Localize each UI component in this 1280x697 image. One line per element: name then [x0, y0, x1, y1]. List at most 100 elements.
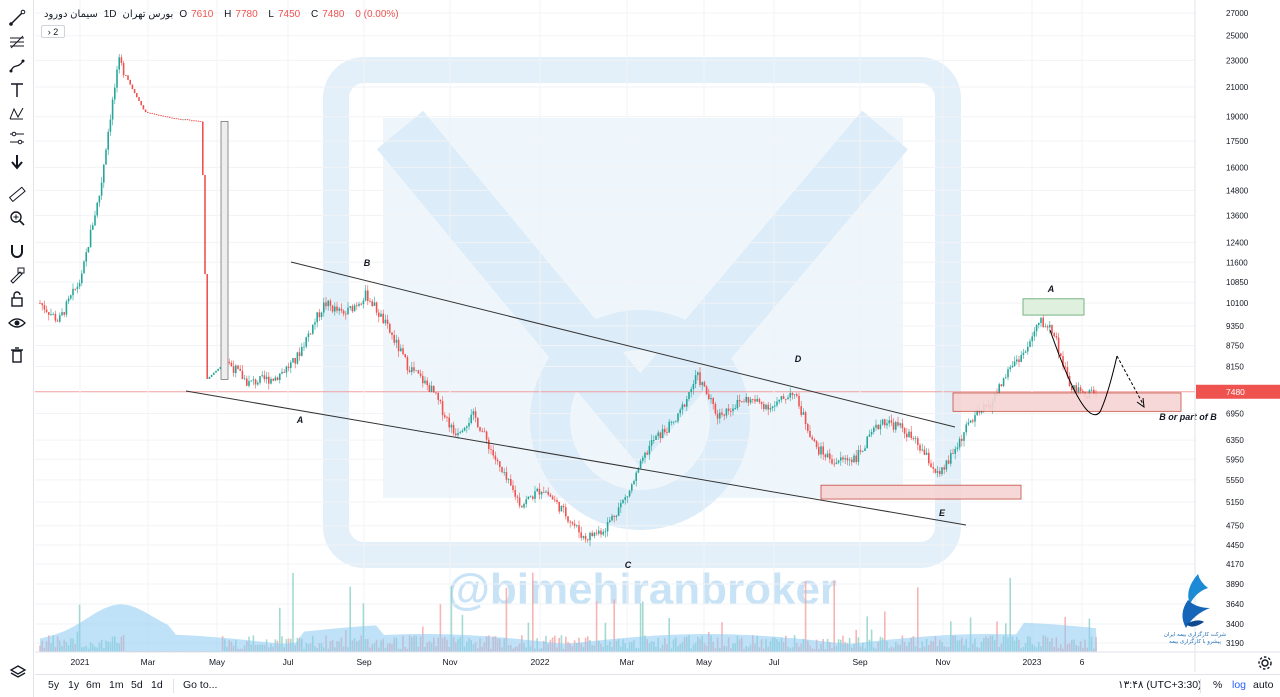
range-1m-button[interactable]: 1m	[109, 679, 124, 691]
candle-body	[932, 467, 934, 469]
measure-tool-icon[interactable]	[6, 127, 28, 149]
range-6m-button[interactable]: 6m	[86, 679, 101, 691]
brush-icon[interactable]	[6, 55, 28, 77]
range-5d-button[interactable]: 5d	[131, 679, 143, 691]
eye-icon[interactable]	[6, 312, 28, 334]
candle-body	[505, 471, 508, 480]
candle-body	[602, 531, 604, 535]
symbol-name[interactable]: سیمان دورود	[44, 8, 98, 20]
ruler-icon[interactable]	[6, 183, 28, 205]
candle-body	[1002, 378, 1005, 386]
candle-body	[723, 414, 725, 416]
text-icon[interactable]	[6, 79, 28, 101]
axes: 27000 25000 23000 21000 19000 17500 16000 14800…	[35, 0, 1280, 672]
layers-icon[interactable]	[9, 663, 27, 681]
time-tick-label: 2023	[1023, 657, 1042, 667]
timezone-clock[interactable]: ۱۳:۴۸ (UTC+3:30)	[1118, 679, 1202, 691]
candle-body	[320, 312, 323, 318]
candle-body	[763, 404, 765, 410]
candle-body	[415, 370, 417, 372]
trend-line-icon[interactable]	[6, 7, 28, 29]
range-1y-button[interactable]: 1y	[68, 679, 80, 691]
fib-icon[interactable]	[6, 31, 28, 53]
candle-body	[142, 105, 145, 110]
trash-icon[interactable]	[6, 344, 28, 366]
lock-icon[interactable]	[6, 288, 28, 310]
candle-body	[604, 531, 607, 533]
price-tick-label: 19000	[1226, 113, 1249, 122]
indicators-toggle-button[interactable]: › 2	[41, 25, 65, 38]
wave-label: D	[795, 354, 802, 364]
zoom-in-icon[interactable]	[6, 207, 28, 229]
candle-body	[725, 408, 728, 416]
lock-draw-icon[interactable]	[6, 264, 28, 286]
candle-body	[1018, 359, 1020, 362]
divider	[173, 679, 174, 693]
candle-body	[565, 507, 567, 517]
candle-body	[866, 436, 868, 449]
chevron-right-icon: ›	[47, 26, 54, 37]
arrow-down-icon[interactable]	[6, 151, 28, 173]
settings-gear-icon[interactable]	[1257, 655, 1273, 671]
pattern-icon[interactable]	[6, 103, 28, 125]
candle-body	[569, 521, 571, 523]
percent-scale-toggle[interactable]: %	[1213, 679, 1223, 691]
candle-body	[191, 120, 193, 122]
candle-body	[318, 312, 321, 318]
candle-body	[897, 422, 899, 426]
candle-body	[331, 305, 334, 312]
candle-body	[309, 333, 312, 335]
timeframe[interactable]: 1D	[103, 8, 117, 20]
magnet-icon[interactable]	[6, 240, 28, 262]
candle-body	[756, 398, 758, 402]
candle-body	[1051, 324, 1053, 334]
candle-body	[94, 215, 96, 226]
log-scale-toggle[interactable]: log	[1232, 679, 1247, 691]
price-tick-label: 10100	[1226, 299, 1249, 308]
candle-body	[635, 472, 637, 481]
candle-body	[316, 312, 318, 323]
range-1d-button[interactable]: 1d	[151, 679, 163, 691]
candle-body	[351, 306, 354, 312]
candle-body	[547, 491, 549, 495]
candle-body	[1029, 341, 1031, 347]
candle-body	[391, 332, 393, 336]
candle-body	[789, 392, 791, 398]
auto-scale-toggle[interactable]: auto	[1253, 679, 1274, 691]
candle-body	[265, 376, 268, 380]
candle-body	[965, 424, 967, 433]
candle-body	[149, 112, 151, 114]
candle-body	[208, 376, 211, 379]
candle-body	[617, 507, 620, 516]
candle-body	[485, 431, 488, 440]
candle-body	[521, 505, 523, 508]
candle-body	[492, 449, 494, 456]
candle-body	[294, 358, 296, 364]
candle-body	[494, 455, 497, 460]
candle-body	[754, 399, 756, 402]
candle-body	[884, 419, 886, 426]
candle-body	[800, 406, 802, 415]
candle-body	[666, 432, 668, 433]
candle-body	[558, 501, 560, 512]
candle-body	[479, 427, 481, 431]
candle-body	[675, 421, 677, 423]
range-5y-button[interactable]: 5y	[48, 679, 60, 691]
candle-body	[730, 410, 732, 412]
candle-body	[202, 121, 204, 175]
candle-body	[615, 515, 618, 517]
candle-body	[1082, 390, 1084, 393]
volume-bar	[866, 616, 868, 652]
candle-body	[1000, 384, 1003, 386]
candle-body	[908, 431, 910, 438]
candle-body	[63, 312, 65, 315]
candle-body	[1040, 317, 1042, 323]
goto-button[interactable]: Go to...	[183, 679, 218, 691]
price-tick-label: 3890	[1226, 580, 1244, 589]
candle-body	[393, 335, 395, 343]
candle-body	[151, 112, 153, 114]
candle-body	[628, 490, 631, 497]
candle-body	[626, 496, 629, 498]
candle-body	[1024, 351, 1027, 353]
